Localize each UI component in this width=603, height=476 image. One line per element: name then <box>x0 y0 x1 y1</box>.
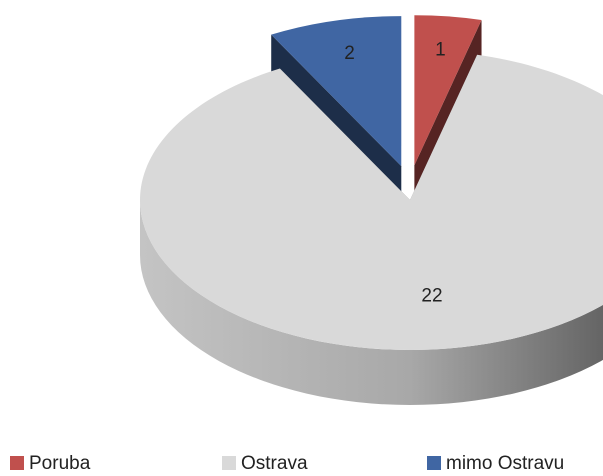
legend-label: Ostrava <box>241 453 308 474</box>
data-label: 2 <box>344 43 355 64</box>
legend-label: mimo Ostravu <box>446 453 564 474</box>
slice <box>414 15 482 166</box>
slice <box>140 54 603 350</box>
data-label: 1 <box>435 40 446 61</box>
data-label: 22 <box>421 286 442 307</box>
legend-label: Poruba <box>29 453 91 474</box>
slice-side <box>140 200 603 405</box>
legend-swatch <box>427 456 441 470</box>
slice <box>271 16 402 167</box>
legend-swatch <box>222 456 236 470</box>
legend-swatch <box>10 456 24 470</box>
